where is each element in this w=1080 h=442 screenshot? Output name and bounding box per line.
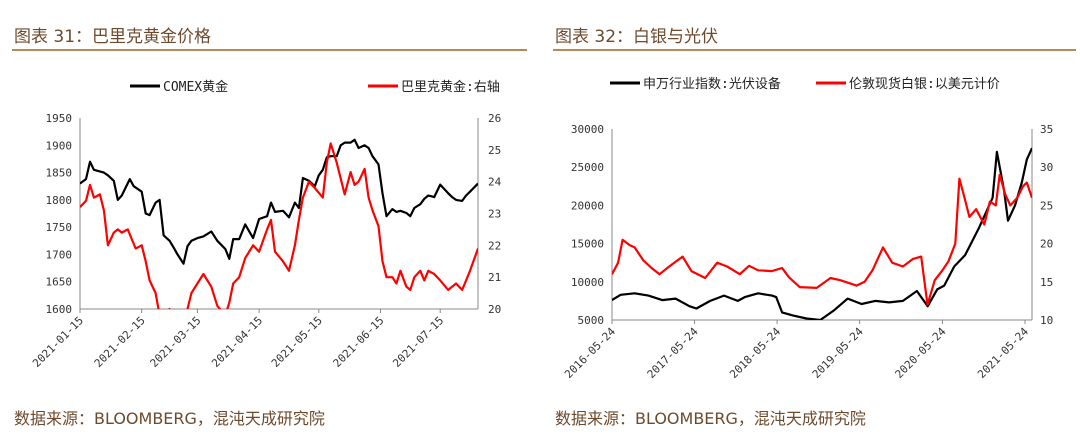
series-line-1 (612, 147, 1032, 320)
y-left-tick-label: 15000 (571, 238, 604, 251)
y-right-tick-label: 10 (1040, 314, 1053, 327)
legend-label: COMEX黄金 (163, 79, 228, 95)
y-left-tick-label: 1850 (46, 167, 73, 180)
title-divider (553, 49, 1076, 51)
chart-panel-1: 图表 31：巴里克黄金价格 1600 1650 1700 1750 1800 1850 19… (12, 27, 527, 428)
series-line-1 (80, 138, 478, 265)
y-right-tick-label: 24 (488, 176, 502, 189)
y-right-tick-label: 26 (488, 112, 501, 125)
x-tick-label: 2021-01-15 (30, 314, 86, 370)
y-left-tick-label: 1800 (46, 194, 73, 207)
series-line-2 (612, 173, 1032, 306)
chart-plot: 1600 1650 1700 1750 1800 1850 1900 1950 20 21 22 23… (30, 79, 502, 370)
y-left-tick-label: 1900 (46, 139, 73, 152)
x-tick-label: 2021-07-15 (390, 314, 446, 370)
y-right-tick-label: 30 (1040, 161, 1053, 174)
y-left-tick-label: 1600 (46, 303, 73, 316)
title-divider (12, 49, 527, 51)
x-tick-label: 2021-04-15 (209, 314, 265, 370)
x-tick-label: 2021-05-24 (975, 325, 1031, 381)
y-left-tick-label: 1750 (46, 221, 73, 234)
y-right-tick-label: 21 (488, 271, 501, 284)
chart-title: 图表 31：巴里克黄金价格 (14, 27, 212, 47)
series-line-2 (80, 142, 478, 309)
chart-panel-2: 图表 32：白银与光伏 5000 10000 15000 20000 25000 3000… (540, 0, 1080, 442)
y-right-tick-label: 23 (488, 208, 501, 221)
chart-plot: 5000 10000 15000 20000 25000 30000 10 15 20 25 30 3… (562, 76, 1053, 381)
y-left-tick-label: 1700 (46, 248, 73, 261)
chart-source: 数据来源：BLOOMBERG，混沌天成研究院 (14, 409, 325, 428)
x-tick-label: 2017-05-24 (645, 325, 701, 381)
y-right-tick-label: 20 (488, 303, 501, 316)
y-left-tick-label: 1950 (46, 112, 73, 125)
y-left-tick-label: 20000 (571, 199, 604, 212)
y-left-tick-label: 25000 (571, 161, 604, 174)
x-tick-label: 2021-06-15 (331, 314, 387, 370)
y-right-tick-label: 15 (1040, 276, 1053, 289)
chart-source: 数据来源：BLOOMBERG，混沌天成研究院 (555, 409, 866, 428)
chart-title: 图表 32：白银与光伏 (555, 27, 719, 47)
y-left-tick-label: 10000 (571, 276, 604, 289)
y-right-tick-label: 20 (1040, 238, 1053, 251)
y-right-tick-label: 35 (1040, 123, 1053, 136)
y-right-tick-label: 25 (1040, 199, 1053, 212)
x-tick-label: 2021-05-15 (269, 314, 325, 370)
legend-label: 巴里克黄金:右轴 (401, 79, 500, 95)
y-right-tick-label: 22 (488, 239, 501, 252)
legend-label: 申万行业指数:光伏设备 (643, 76, 781, 92)
x-tick-label: 2020-05-24 (893, 325, 949, 381)
x-tick-label: 2016-05-24 (562, 325, 618, 381)
x-tick-label: 2019-05-24 (810, 325, 866, 381)
x-tick-label: 2021-03-15 (148, 314, 204, 370)
legend-label: 伦敦现货白银:以美元计价 (849, 76, 1000, 92)
x-tick-label: 2018-05-24 (727, 325, 783, 381)
x-tick-label: 2021-02-15 (92, 314, 148, 370)
y-left-tick-label: 5000 (578, 314, 605, 327)
y-left-tick-label: 30000 (571, 123, 604, 136)
y-right-tick-label: 25 (488, 144, 501, 157)
y-left-tick-label: 1650 (46, 276, 73, 289)
